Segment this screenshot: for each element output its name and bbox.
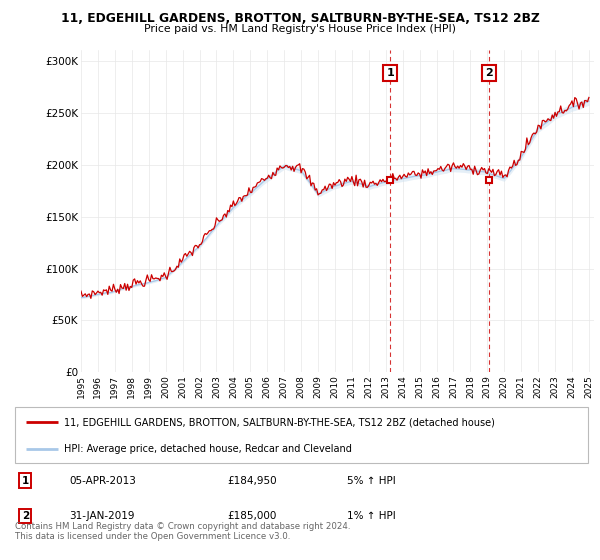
Text: 11, EDGEHILL GARDENS, BROTTON, SALTBURN-BY-THE-SEA, TS12 2BZ (detached house): 11, EDGEHILL GARDENS, BROTTON, SALTBURN-… (64, 417, 494, 427)
Text: 11, EDGEHILL GARDENS, BROTTON, SALTBURN-BY-THE-SEA, TS12 2BZ: 11, EDGEHILL GARDENS, BROTTON, SALTBURN-… (61, 12, 539, 25)
Text: 1: 1 (22, 475, 29, 486)
Text: 05-APR-2013: 05-APR-2013 (70, 475, 136, 486)
FancyBboxPatch shape (15, 407, 588, 463)
Text: Price paid vs. HM Land Registry's House Price Index (HPI): Price paid vs. HM Land Registry's House … (144, 24, 456, 34)
Text: 1% ↑ HPI: 1% ↑ HPI (347, 511, 396, 521)
Text: 31-JAN-2019: 31-JAN-2019 (70, 511, 135, 521)
Text: 2: 2 (22, 511, 29, 521)
Text: £185,000: £185,000 (227, 511, 277, 521)
Text: £184,950: £184,950 (227, 475, 277, 486)
Text: 1: 1 (386, 68, 394, 78)
Text: HPI: Average price, detached house, Redcar and Cleveland: HPI: Average price, detached house, Redc… (64, 444, 352, 454)
Text: 5% ↑ HPI: 5% ↑ HPI (347, 475, 396, 486)
Text: Contains HM Land Registry data © Crown copyright and database right 2024.
This d: Contains HM Land Registry data © Crown c… (15, 522, 350, 542)
Text: 2: 2 (485, 68, 493, 78)
